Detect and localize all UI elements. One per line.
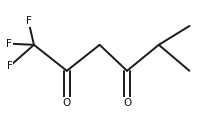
Text: F: F bbox=[7, 61, 13, 71]
Text: O: O bbox=[63, 98, 71, 108]
Text: F: F bbox=[26, 16, 31, 26]
Text: O: O bbox=[123, 98, 131, 108]
Text: F: F bbox=[6, 39, 12, 49]
